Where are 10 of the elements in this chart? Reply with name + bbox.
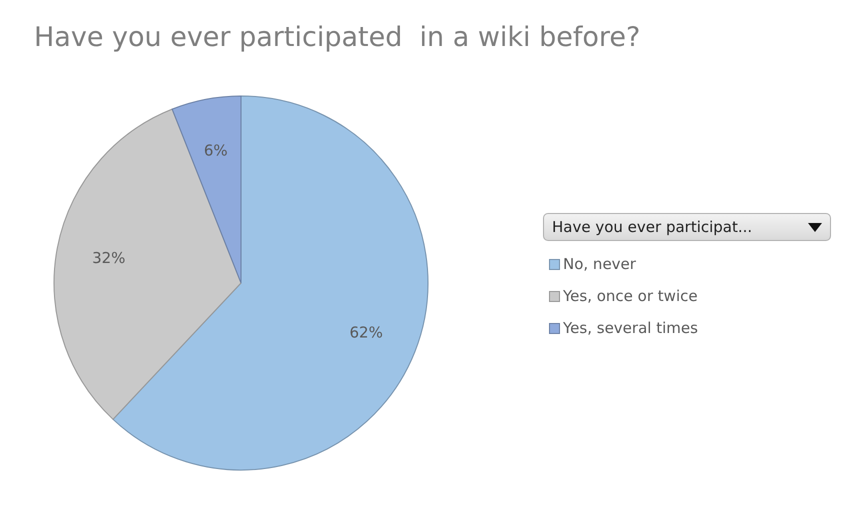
chart-title: Have you ever participated in a wiki before? [34,22,640,53]
legend-label: Yes, once or twice [563,287,698,305]
data-label: 32% [92,248,126,267]
legend-title: Have you ever participat... [552,218,752,236]
legend-label: No, never [563,255,636,273]
pie-slice [54,108,242,420]
pie-slice [172,96,242,284]
data-label: 6% [204,142,228,160]
data-label: 62% [350,324,383,342]
legend-label: Yes, several times [563,319,698,337]
